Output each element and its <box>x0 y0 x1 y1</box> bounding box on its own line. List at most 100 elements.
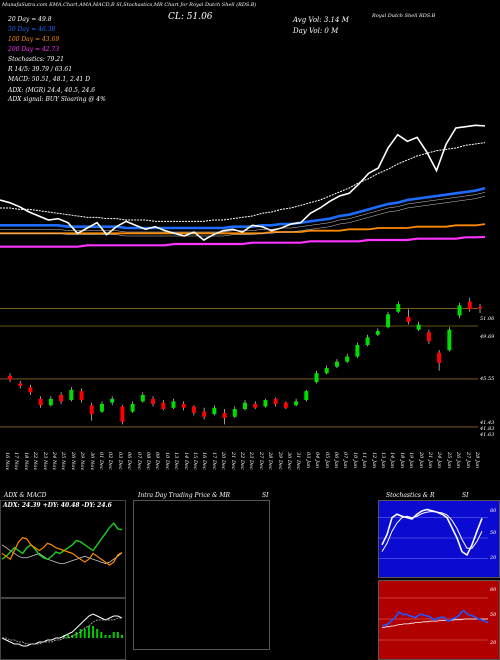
candle-body <box>212 408 216 414</box>
x-tick-label: 09 Dec <box>154 452 160 470</box>
candle-body <box>396 304 400 312</box>
rsi-tick: 50 <box>490 612 496 618</box>
band-line-lower <box>0 196 485 236</box>
x-tick-label: 26 Jan <box>455 452 461 468</box>
x-tick-label: 03 Jan <box>305 452 311 468</box>
macd-histogram-bar <box>96 629 98 638</box>
intraday-panel <box>133 500 270 650</box>
macd-text: MACD: 50.51, 48.1, 2.41 D <box>8 76 90 83</box>
macd-chart <box>0 598 124 658</box>
x-tick-label: 23 Nov <box>42 452 48 470</box>
candle-body <box>437 353 441 363</box>
x-tick-label: 17 Dec <box>211 452 217 470</box>
stoch-tick: 80 <box>490 508 496 514</box>
x-tick-label: 28 Jan <box>474 452 480 468</box>
candle-body <box>49 399 53 405</box>
candle-body <box>304 391 308 400</box>
intraday-title: Intra Day Trading Price & MR <box>138 492 230 499</box>
x-tick-label: 25 Nov <box>60 452 66 470</box>
candle-body <box>386 314 390 327</box>
candle-body <box>90 405 94 414</box>
macd-histogram-bar <box>113 632 115 638</box>
candle-body <box>80 391 84 400</box>
x-tick-label: 22 Nov <box>32 452 38 470</box>
x-tick-label: 14 Jan <box>389 452 395 468</box>
candle-body <box>274 399 278 404</box>
series-line-200-day <box>0 237 485 247</box>
x-tick-label: 16 Dec <box>201 452 207 470</box>
candle-body <box>8 376 12 380</box>
adx-macd-title: ADX & MACD <box>4 492 46 499</box>
candle-body <box>202 412 206 417</box>
x-tick-label: 08 Dec <box>145 452 151 470</box>
macd-histogram-bar <box>121 635 123 638</box>
candle-body <box>171 401 175 407</box>
x-tick-label: 05 Jan <box>324 452 330 468</box>
candle-body <box>253 404 257 408</box>
legend-ema20: 20 Day = 49.8 <box>8 16 52 23</box>
x-tick-label: 24 Nov <box>51 452 57 470</box>
candle-body <box>345 357 349 362</box>
legend-ema50: 50 Day = 46.38 <box>8 26 55 33</box>
x-tick-label: 13 Dec <box>173 452 179 470</box>
x-axis: 16 Nov17 Nov18 Nov22 Nov23 Nov24 Nov25 N… <box>0 452 500 488</box>
rsi-tick: 20 <box>490 640 496 646</box>
candle-body <box>417 325 421 330</box>
x-tick-label: 30 Dec <box>286 452 292 470</box>
candle-body <box>18 383 22 386</box>
candle-body <box>468 302 472 310</box>
candle-body <box>447 330 451 350</box>
candle-body <box>458 305 462 315</box>
x-tick-label: 18 Nov <box>23 452 29 470</box>
legend-ema200: 200 Day = 42.73 <box>8 46 59 53</box>
ema-chart <box>0 100 500 260</box>
price-label: 45.55 <box>480 376 494 382</box>
macd-histogram-bar <box>88 626 90 638</box>
x-tick-label: 27 Jan <box>465 452 471 468</box>
x-tick-label: 06 Dec <box>126 452 132 470</box>
x-tick-label: 11 Jan <box>361 452 367 468</box>
candle-body <box>151 399 155 404</box>
candle-body <box>406 317 410 322</box>
macd-histogram-bar <box>84 629 86 638</box>
candle-body <box>182 404 186 408</box>
candle-body <box>478 307 482 309</box>
x-tick-label: 30 Nov <box>89 452 95 470</box>
candle-body <box>141 395 145 401</box>
x-tick-label: 13 Jan <box>380 452 386 468</box>
candle-body <box>223 413 227 418</box>
macd-histogram-bar <box>92 626 94 638</box>
candle-body <box>110 399 114 403</box>
candlestick-chart <box>0 290 500 450</box>
x-tick-label: 01 Dec <box>98 452 104 470</box>
x-tick-label: 25 Jan <box>446 452 452 468</box>
x-tick-label: 18 Jan <box>399 452 405 468</box>
r-text: R 14/5: 39.79 / 63.61 <box>8 66 72 73</box>
candle-body <box>376 331 380 335</box>
x-tick-label: 27 Dec <box>258 452 264 470</box>
x-tick-label: 14 Dec <box>183 452 189 470</box>
macd-histogram-bar <box>75 632 77 638</box>
x-tick-label: 21 Jan <box>427 452 433 468</box>
x-tick-label: 07 Dec <box>136 452 142 470</box>
x-tick-label: 10 Dec <box>164 452 170 470</box>
x-tick-label: 03 Dec <box>117 452 123 470</box>
stoch-tick: 50 <box>490 530 496 536</box>
stochastic-chart <box>378 500 498 576</box>
candle-body <box>294 401 298 405</box>
candle-body <box>69 390 73 400</box>
price-label: 51.06 <box>480 316 494 322</box>
candle-body <box>427 332 431 341</box>
macd-histogram-bar <box>100 632 102 638</box>
signal-line <box>2 618 122 644</box>
series-line-50-day <box>0 188 485 228</box>
candle-body <box>233 409 237 417</box>
candle-body <box>315 373 319 382</box>
intraday-title-suffix: SI <box>262 492 268 499</box>
candle-body <box>355 345 359 357</box>
x-tick-label: 29 Nov <box>79 452 85 470</box>
candle-body <box>325 368 329 373</box>
x-tick-label: 20 Dec <box>220 452 226 470</box>
series-line-20-day <box>0 143 485 222</box>
x-tick-label: 22 Dec <box>239 452 245 470</box>
